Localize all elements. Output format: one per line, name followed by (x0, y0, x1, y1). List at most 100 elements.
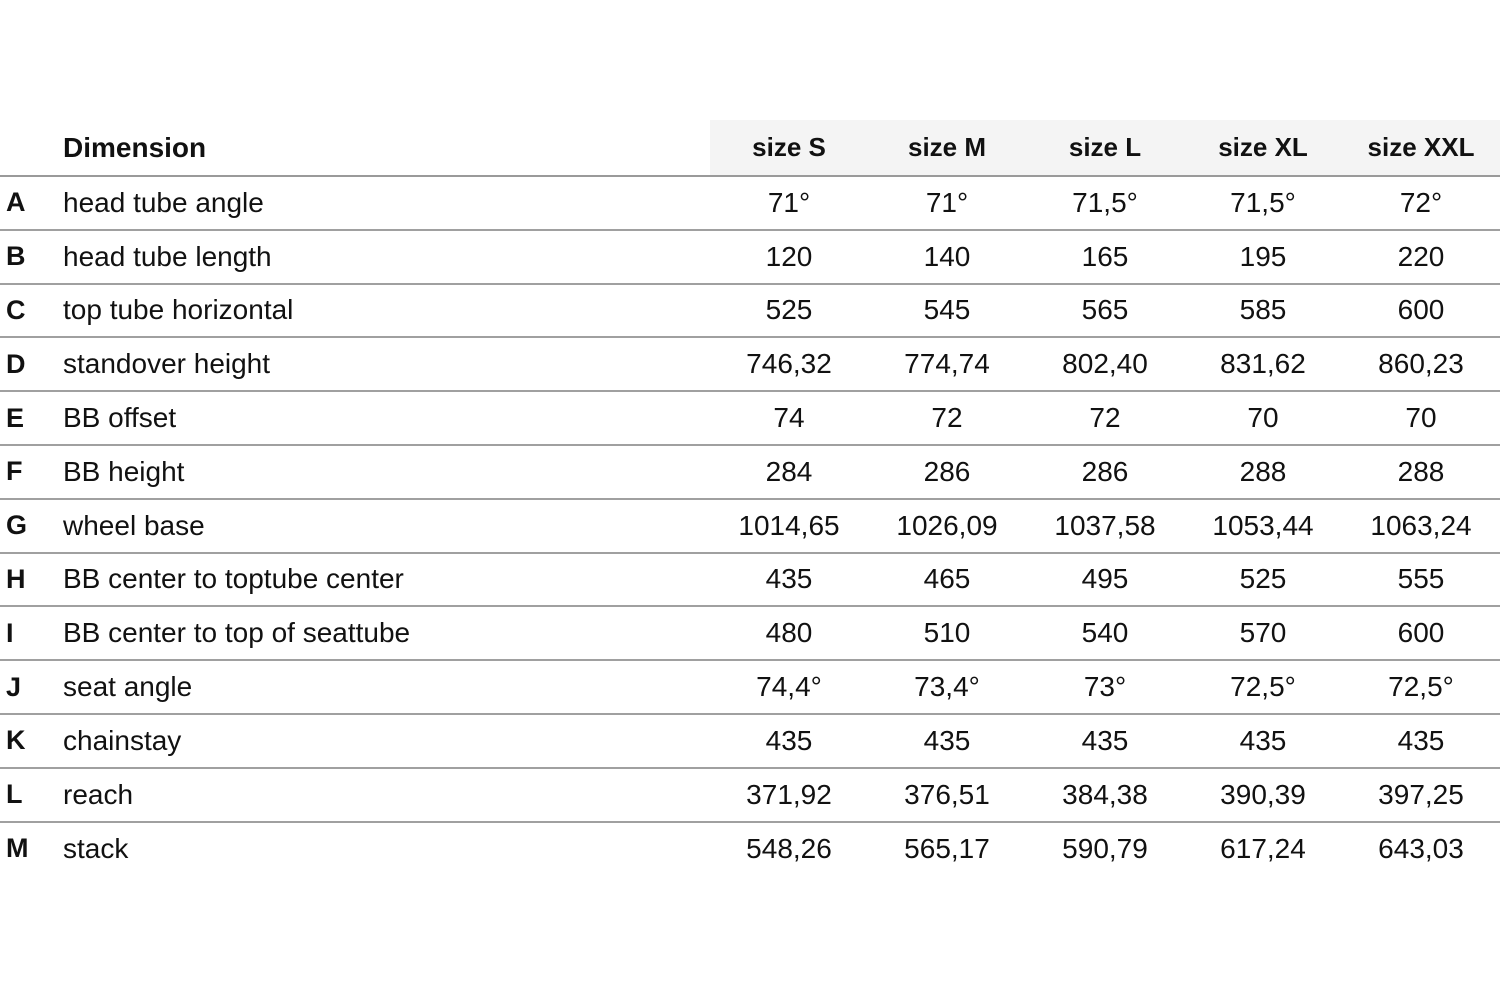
value-cell: 1014,65 (710, 498, 868, 554)
value-cell: 284 (710, 444, 868, 500)
value-cell: 617,24 (1220, 832, 1306, 864)
value-cell: 565 (1026, 283, 1184, 339)
value-cell: 555 (1342, 552, 1500, 608)
dimension-label: BB offset (55, 391, 710, 446)
value-cell: 435 (1026, 713, 1184, 769)
dimension-label: top tube horizontal (55, 283, 710, 339)
value-cell: 802,40 (1026, 337, 1184, 393)
value-cell: 435 (710, 713, 868, 769)
column-header-size-xxl: size XXL (1342, 120, 1500, 177)
column-header-size-s: size S (710, 120, 868, 177)
row-letter: I (0, 606, 55, 662)
value-cell: 435 (710, 552, 868, 608)
value-cell: 220 (1342, 229, 1500, 285)
value-cell: 545 (868, 283, 1026, 339)
value-cell: 71° (868, 176, 1026, 231)
row-letter: K (0, 713, 55, 769)
value-cell: 774,74 (868, 337, 1026, 393)
row-letter: H (0, 552, 55, 608)
value-cell: 70 (1184, 391, 1342, 446)
row-letter: G (0, 498, 55, 554)
row-letter: L (0, 767, 55, 823)
value-cell: 71,5° (1184, 176, 1342, 231)
dimension-column-header: Dimension (55, 120, 710, 177)
dimension-label: wheel base (55, 498, 710, 554)
value-cell: 376,51 (868, 767, 1026, 823)
value-cell: 525 (1184, 552, 1342, 608)
value-cell: 371,92 (710, 767, 868, 823)
value-cell: 1053,44 (1184, 498, 1342, 554)
value-cell: 72 (1026, 391, 1184, 446)
value-cell: 1026,09 (868, 498, 1026, 554)
value-cell: 590,79 (1062, 832, 1148, 864)
dimension-label: standover height (55, 337, 710, 393)
value-cell: 565,17 (904, 832, 990, 864)
value-cell: 384,38 (1026, 767, 1184, 823)
value-cell: 120 (710, 229, 868, 285)
value-cell: 165 (1026, 229, 1184, 285)
value-cell: 73,4° (868, 660, 1026, 715)
value-cell: 480 (710, 606, 868, 662)
dimension-label: chainstay (55, 713, 710, 769)
row-letter: D (0, 337, 55, 393)
table-row: F BB height 284 286 286 288 288 (0, 444, 1500, 500)
column-header-size-m: size M (868, 120, 1026, 177)
value-cell: 74,4° (710, 660, 868, 715)
value-cell: 72,5° (1184, 660, 1342, 715)
row-letter: C (0, 283, 55, 339)
value-cell: 397,25 (1342, 767, 1500, 823)
value-cell: 72° (1342, 176, 1500, 231)
value-cell: 643,03 (1378, 832, 1464, 864)
row-letter: A (0, 176, 55, 231)
dimension-label: BB center to top of seattube (55, 606, 710, 662)
value-cell: 435 (1342, 713, 1500, 769)
value-cell: 860,23 (1342, 337, 1500, 393)
value-cell: 746,32 (710, 337, 868, 393)
value-cell: 286 (1026, 444, 1184, 500)
value-cell: 286 (868, 444, 1026, 500)
corner-cell (0, 120, 55, 177)
row-letter: M (6, 833, 29, 864)
value-cell: 288 (1184, 444, 1342, 500)
row-letter: B (0, 229, 55, 285)
value-cell: 465 (868, 552, 1026, 608)
value-cell: 525 (710, 283, 868, 339)
value-cell: 72 (868, 391, 1026, 446)
dimension-label: BB height (55, 444, 710, 500)
value-cell: 70 (1342, 391, 1500, 446)
dimension-label: BB center to toptube center (55, 552, 710, 608)
value-cell: 74 (710, 391, 868, 446)
value-cell: 195 (1184, 229, 1342, 285)
value-cell: 495 (1026, 552, 1184, 608)
dimension-label: seat angle (55, 660, 710, 715)
value-cell: 510 (868, 606, 1026, 662)
value-cell: 600 (1342, 283, 1500, 339)
value-cell: 1037,58 (1026, 498, 1184, 554)
dimension-label: head tube angle (55, 176, 710, 231)
value-cell: 288 (1342, 444, 1500, 500)
table-row: E BB offset 74 72 72 70 70 (0, 391, 1500, 446)
value-cell: 73° (1026, 660, 1184, 715)
dimension-label: reach (55, 767, 710, 823)
value-cell: 540 (1026, 606, 1184, 662)
column-header-size-l: size L (1026, 120, 1184, 177)
value-cell: 140 (868, 229, 1026, 285)
row-letter: J (0, 660, 55, 715)
value-cell: 71,5° (1026, 176, 1184, 231)
table-row: I BB center to top of seattube 480 510 540 57… (0, 606, 1500, 662)
value-cell: 390,39 (1184, 767, 1342, 823)
value-cell: 585 (1184, 283, 1342, 339)
value-cell: 435 (868, 713, 1026, 769)
table-row: H BB center to toptube center 435 465 495 525… (0, 552, 1500, 608)
